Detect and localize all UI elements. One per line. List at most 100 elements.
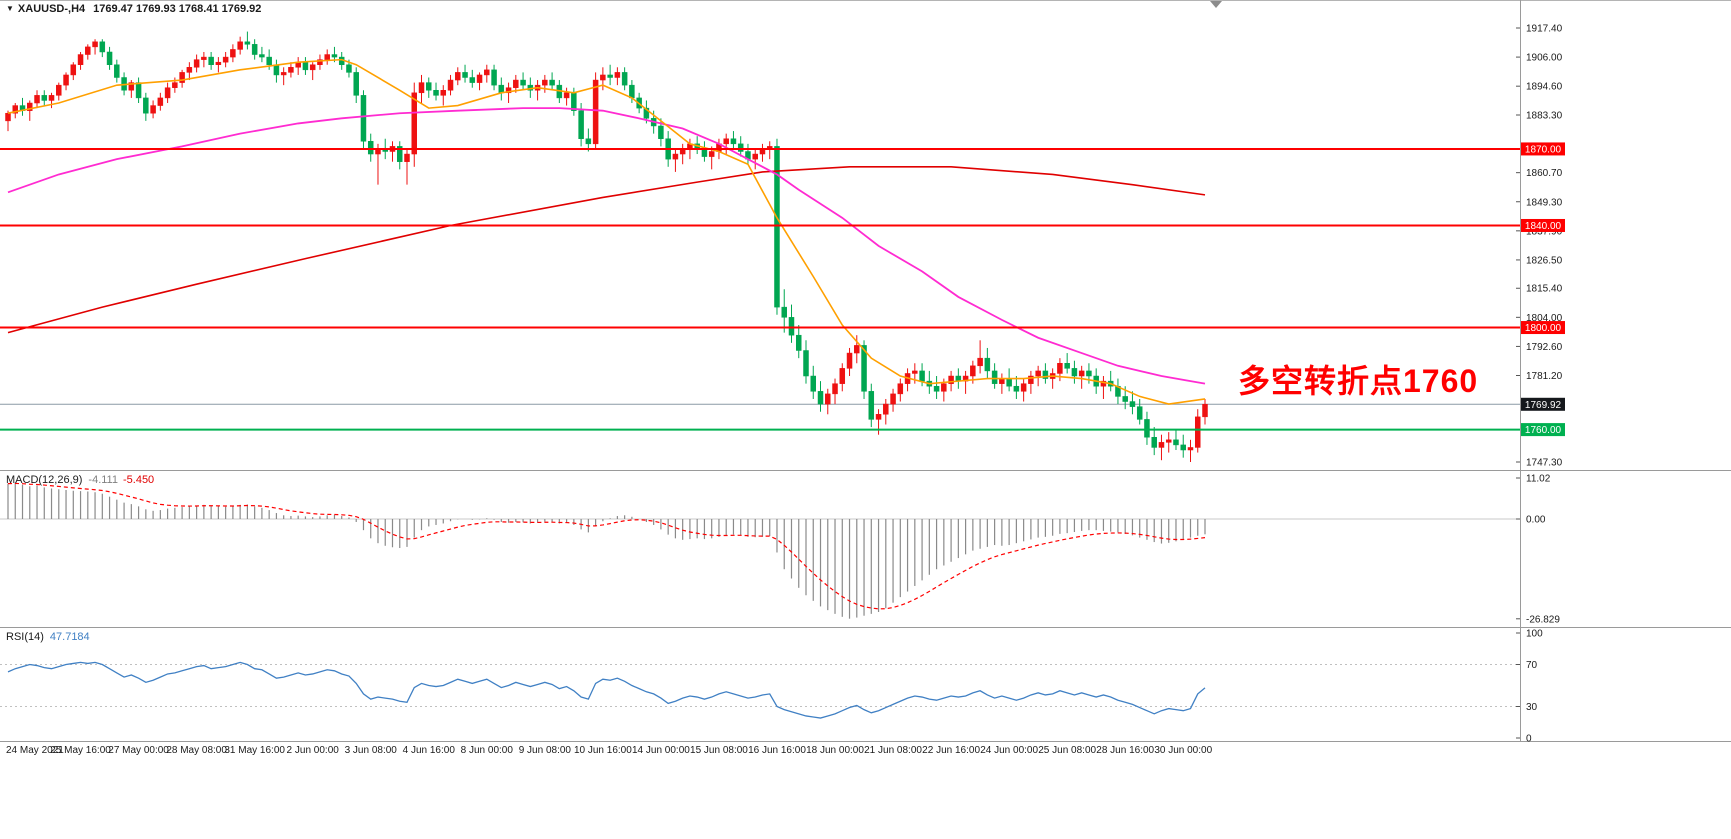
macd-main-value: -4.111 [88,474,118,486]
candle-body [1129,401,1136,407]
candle-body [730,138,737,145]
candle-body [455,72,461,81]
candle-body [1122,396,1128,402]
rsi-indicator-label: RSI(14) 47.7184 [6,631,90,643]
candlestick-series [5,31,1208,462]
candle-body [883,403,889,415]
candle-body [803,350,809,377]
candle-body [317,59,323,65]
candle-body [810,375,817,392]
candle-body [643,107,650,119]
price-badge [1521,218,1565,232]
candle-body [1165,439,1172,443]
candle-body [498,84,505,94]
time-axis-label: 27 May 00:00 [108,745,169,756]
candle-body [600,74,606,81]
candle-body [861,345,867,392]
time-axis-label: 28 Jun 16:00 [1096,745,1154,756]
price-axis-label: 1894.60 [1526,82,1563,93]
candle-body [273,64,280,76]
candle-body [367,141,374,155]
time-axis-label: 25 Jun 08:00 [1038,745,1096,756]
candle-body [701,148,708,157]
candle-body [396,146,403,162]
candle-body [941,383,947,392]
price-badge [1521,397,1565,411]
candle-body [99,41,106,53]
candle-body [1042,370,1049,379]
candle-body [513,79,519,88]
candle-body [491,69,497,86]
candle-body [92,41,98,48]
candle-body [897,383,904,395]
candle-body [592,79,599,145]
candle-body [846,352,853,369]
candle-body [890,393,896,405]
rsi-value: 47.7184 [49,631,90,643]
candle-body [1035,370,1041,377]
price-axis-label: 1826.50 [1526,255,1563,266]
candle-body [1057,363,1063,374]
candle-body [360,95,367,142]
candle-body [839,368,846,384]
candle-body [578,110,584,139]
candle-body [970,365,976,377]
candle-body [208,56,214,65]
candle-body [1173,439,1179,446]
price-axis-label: 1815.40 [1526,284,1563,295]
symbol-dropdown-icon[interactable]: ▼ [6,4,14,13]
chart-shift-marker-icon[interactable] [1210,1,1222,8]
rsi-axis-label: 100 [1526,629,1543,640]
candle-body [5,112,11,122]
candle-body [563,92,570,99]
time-axis-label: 10 Jun 16:00 [574,745,632,756]
candle-body [143,97,149,114]
candle-body [12,105,19,114]
candle-body [309,64,316,71]
candle-body [817,391,824,405]
candle-body [825,393,831,405]
time-axis-label: 24 Jun 00:00 [980,745,1038,756]
candle-body [426,82,432,91]
candle-body [795,334,802,351]
candle-body [114,64,120,78]
candle-body [77,54,84,65]
ma-mid-magenta-line [7,107,1206,385]
candle-body [781,306,787,318]
candle-body [542,79,548,86]
candle-body [476,74,483,83]
candle-body [1194,416,1201,448]
candle-body [708,151,715,157]
candle-body [672,153,679,160]
candle-body [230,49,236,58]
candle-body [186,67,193,73]
macd-axis-label: 0.00 [1526,515,1546,526]
price-badge [1521,142,1565,156]
candle-body [1144,419,1150,438]
time-axis-label: 25 May 16:00 [50,745,111,756]
candle-body [752,153,758,160]
candle-body [193,59,200,68]
candle-body [106,51,113,65]
time-axis-label: 31 May 16:00 [224,745,285,756]
candle-body [1187,447,1194,451]
candle-body [1158,442,1165,448]
candle-body [854,345,860,354]
candle-body [135,82,142,99]
price-axis-label: 1747.30 [1526,457,1563,468]
price-badge-label: 1800.00 [1525,323,1562,334]
candle-body [244,41,251,45]
candle-body [215,61,222,65]
candle-body [737,143,744,152]
rsi-axis-label: 30 [1526,702,1538,713]
candle-body [658,125,664,139]
time-axis-label: 21 Jun 08:00 [864,745,922,756]
candle-body [991,370,998,384]
candle-body [48,95,55,101]
candle-body [933,385,940,392]
candle-body [462,72,468,78]
candle-body [607,74,613,78]
price-annotation[interactable]: 多空转折点1760 [1238,363,1479,399]
candle-body [1013,385,1020,392]
